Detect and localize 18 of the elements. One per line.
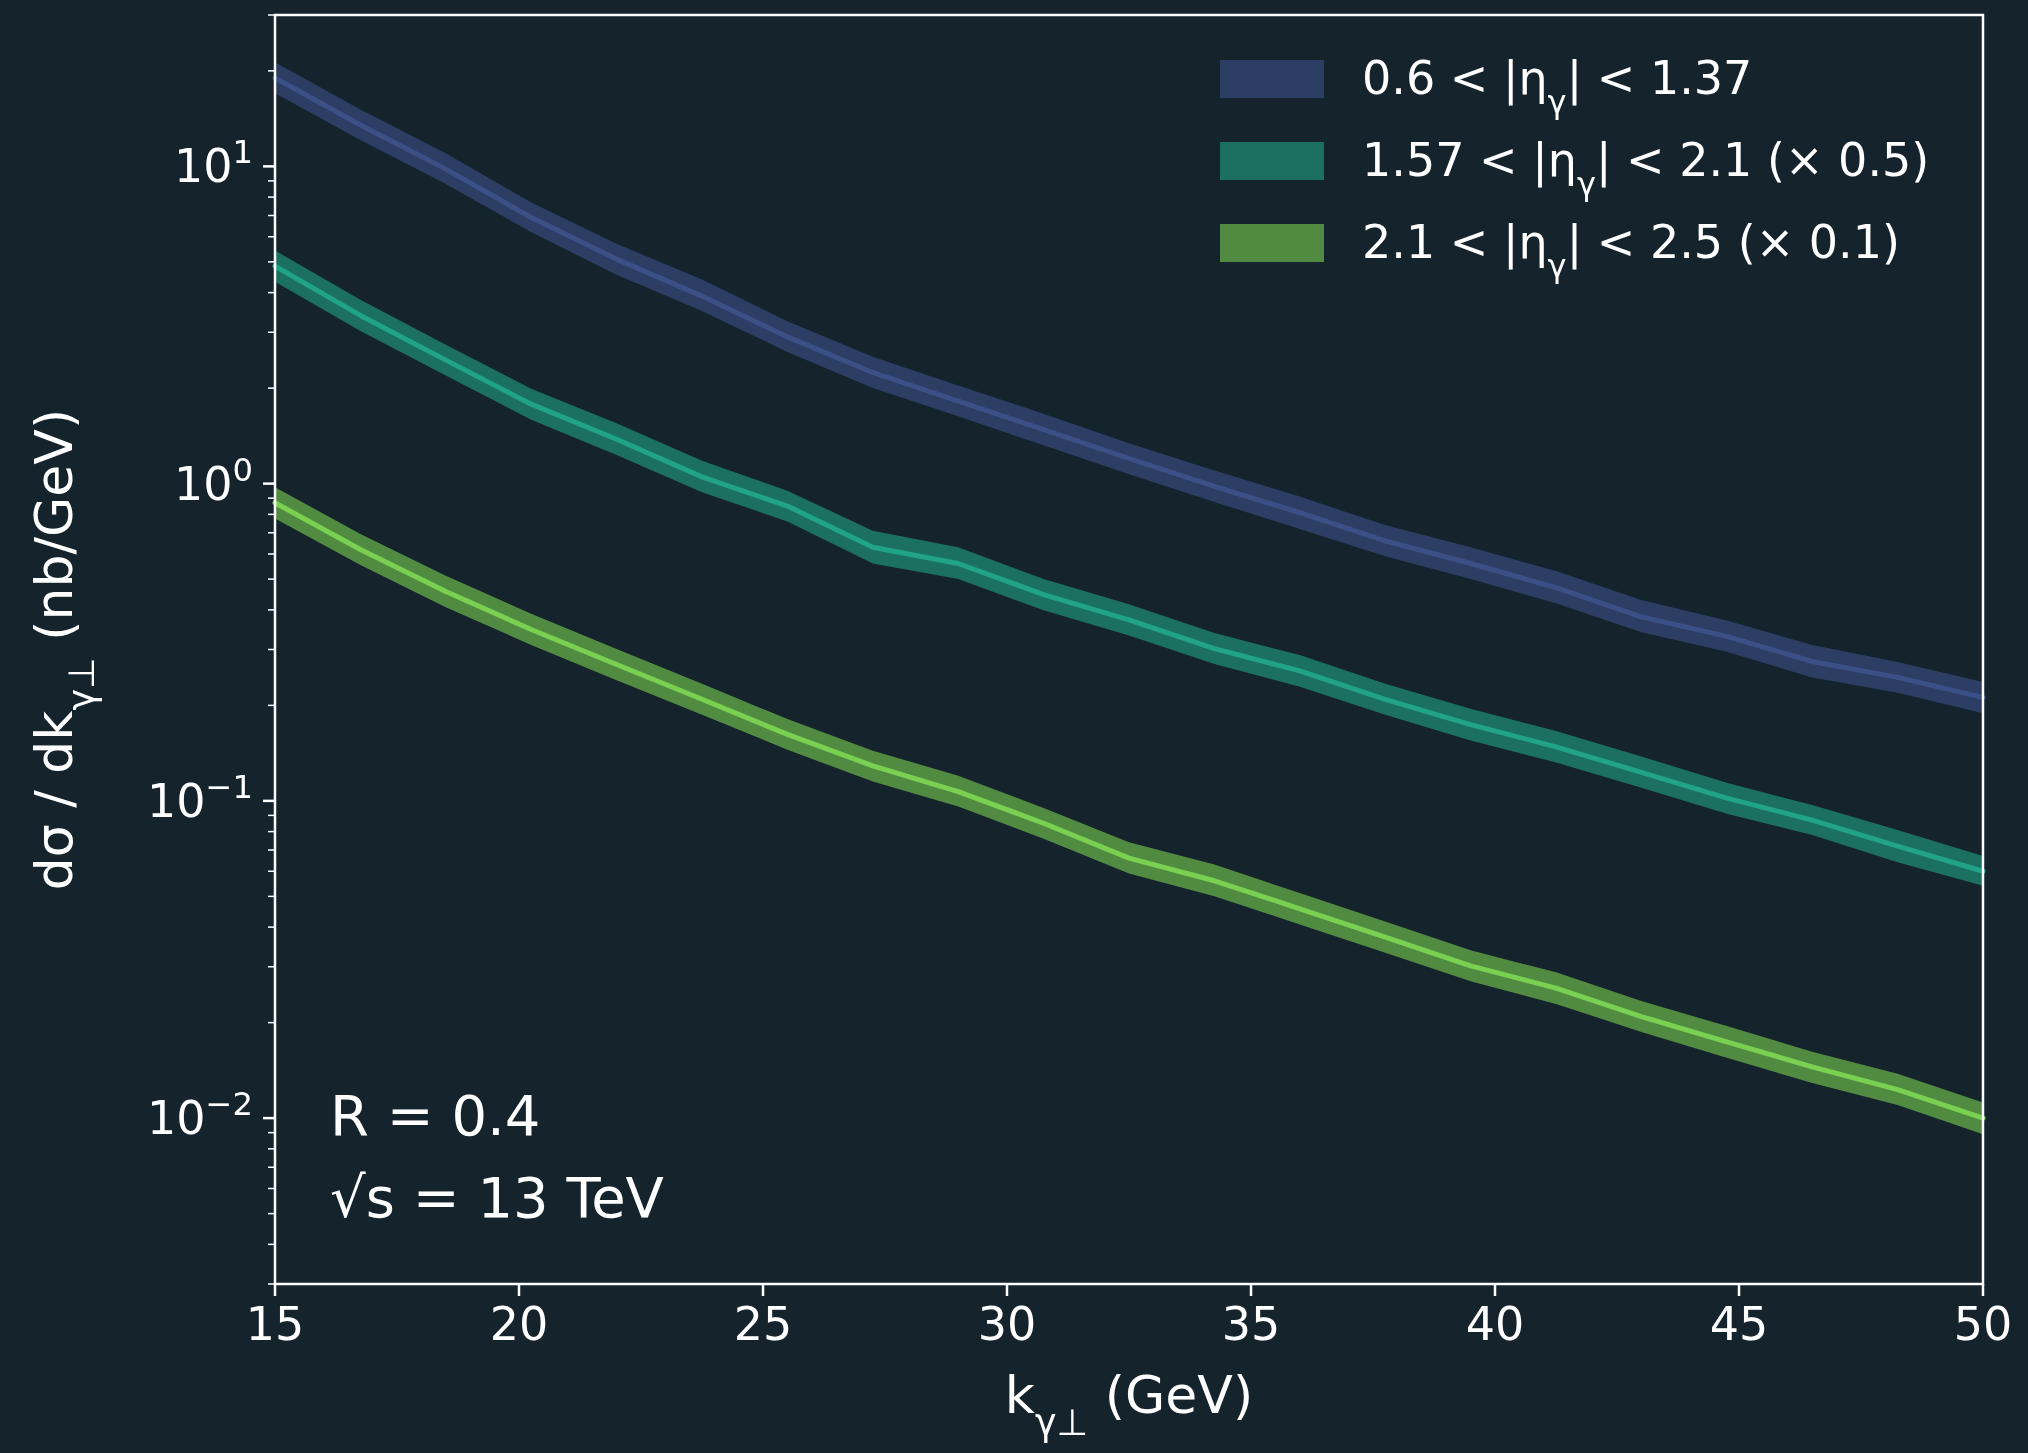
- x-axis-title: k$_{γ⊥}$ (GeV): [1004, 1365, 1254, 1444]
- annotation: √s = 13 TeV: [330, 1165, 664, 1230]
- y-tick-label: 10$^{0}$: [173, 450, 253, 511]
- x-tick-label: 50: [1953, 1297, 2013, 1351]
- legend-label: 0.6 < |η$_{γ}$| < 1.37: [1362, 51, 1753, 121]
- x-tick-label: 40: [1465, 1297, 1525, 1351]
- legend-label: 2.1 < |η$_{γ}$| < 2.5 (× 0.1): [1362, 215, 1900, 285]
- x-tick-label: 25: [733, 1297, 793, 1351]
- x-tick-label: 30: [977, 1297, 1037, 1351]
- x-tick-label: 45: [1709, 1297, 1769, 1351]
- x-tick-label: 20: [489, 1297, 549, 1351]
- y-tick-label: 10$^{−1}$: [147, 767, 253, 828]
- x-tick-label: 35: [1221, 1297, 1281, 1351]
- annotation: R = 0.4: [330, 1083, 541, 1148]
- legend-label: 1.57 < |η$_{γ}$| < 2.1 (× 0.5): [1362, 133, 1930, 203]
- y-tick-label: 10$^{−2}$: [147, 1085, 253, 1146]
- x-tick-label: 15: [245, 1297, 305, 1351]
- y-tick-label: 10$^{1}$: [173, 133, 253, 194]
